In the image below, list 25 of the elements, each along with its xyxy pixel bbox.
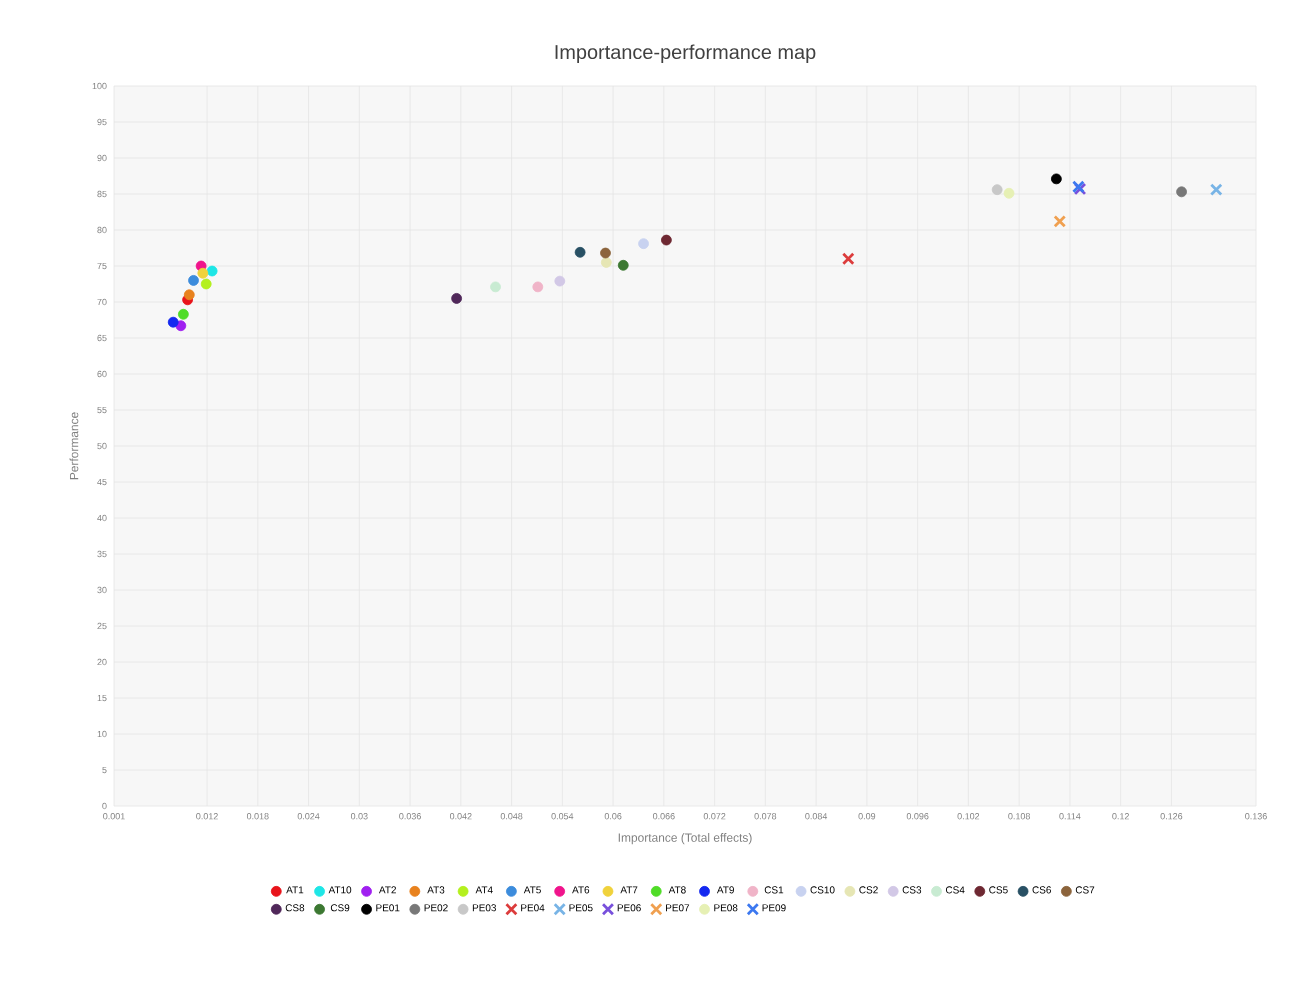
chart-title: Importance-performance map <box>555 44 816 63</box>
point <box>1176 186 1187 198</box>
point <box>1209 183 1223 196</box>
point <box>600 257 612 268</box>
point <box>1053 215 1067 228</box>
point <box>841 252 855 266</box>
point <box>1050 173 1062 185</box>
point <box>177 308 189 320</box>
point <box>600 247 611 259</box>
point <box>197 267 209 279</box>
point <box>661 234 672 246</box>
point <box>574 246 586 258</box>
point <box>991 184 1003 196</box>
point <box>206 265 218 277</box>
point <box>532 281 544 293</box>
point <box>1003 187 1015 199</box>
point <box>200 278 212 290</box>
point <box>490 281 501 293</box>
point <box>554 275 566 287</box>
point <box>167 316 179 328</box>
point <box>451 293 462 304</box>
point <box>188 275 199 286</box>
point <box>617 259 629 271</box>
point <box>638 238 649 250</box>
point <box>183 289 195 301</box>
